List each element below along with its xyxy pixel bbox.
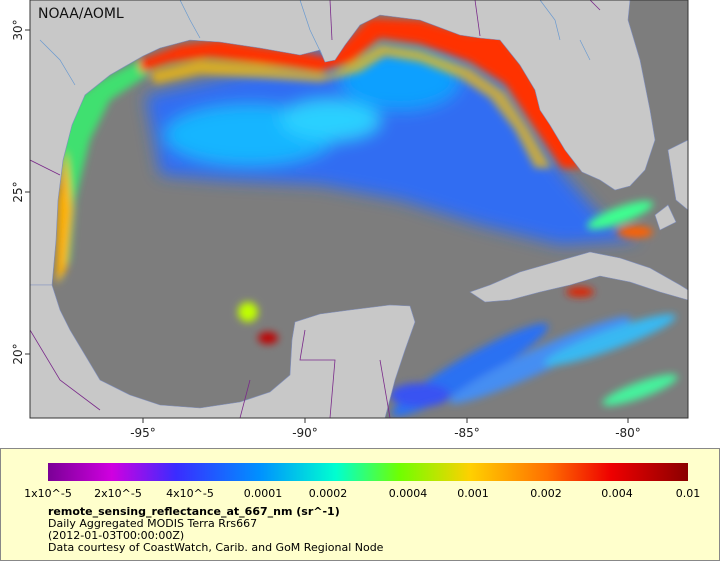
scale-label: 0.004	[601, 487, 633, 500]
lon-label: -90°	[292, 426, 318, 440]
land	[30, 0, 688, 418]
legend-line: Data courtesy of CoastWatch, Carib. and …	[48, 541, 384, 554]
lon-label: -85°	[454, 426, 480, 440]
lon-label: -95°	[130, 426, 156, 440]
scale-label: 0.0002	[309, 487, 348, 500]
lon-label: -80°	[615, 426, 641, 440]
credit: NOAA/AOML	[38, 6, 124, 22]
lat-label: 25°	[11, 181, 25, 202]
legend-line: Daily Aggregated MODIS Terra Rrs667	[48, 517, 257, 530]
caribbean-reflectance	[390, 314, 678, 417]
scale-label: 0.001	[457, 487, 489, 500]
scale-label: 0.002	[530, 487, 562, 500]
legend-line: (2012-01-03T00:00:00Z)	[48, 529, 184, 542]
map-frame	[29, 0, 689, 419]
color-bar	[48, 463, 688, 481]
scale-label: 4x10^-5	[166, 487, 214, 500]
rivers	[39, 0, 591, 86]
borders	[30, 0, 601, 418]
scale-label: 0.01	[676, 487, 701, 500]
map	[30, 0, 688, 418]
lon-axis: -95° -90° -85° -80°	[130, 418, 641, 440]
scale-label: 0.0001	[244, 487, 283, 500]
lat-label: 30°	[11, 19, 25, 40]
scale-label: 2x10^-5	[94, 487, 142, 500]
color-scale: 1x10^-5 2x10^-5 4x10^-5 0.0001 0.0002 0.0004 0…	[24, 487, 700, 500]
legend-title: remote_sensing_reflectance_at_667_nm (sr…	[48, 505, 340, 518]
lat-axis: 30° 25° 20°	[11, 19, 30, 365]
scale-label: 0.0004	[389, 487, 428, 500]
lat-label: 20°	[11, 343, 25, 364]
scale-label: 1x10^-5	[24, 487, 72, 500]
